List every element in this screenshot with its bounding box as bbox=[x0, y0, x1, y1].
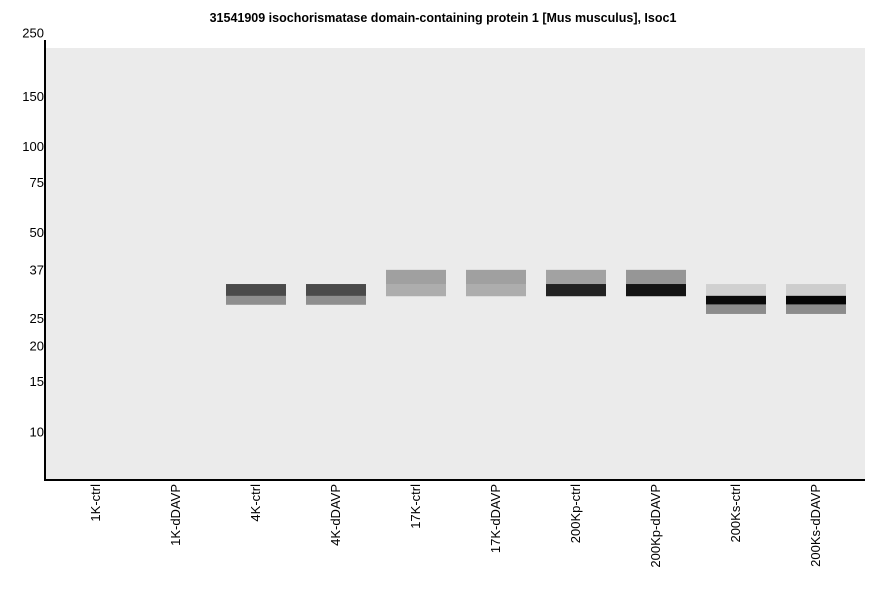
band bbox=[706, 284, 766, 297]
lane-label: 200Kp-dDAVP bbox=[648, 484, 663, 568]
y-tick-label: 50 bbox=[30, 225, 44, 240]
band bbox=[626, 269, 686, 285]
lane-label: 4K-dDAVP bbox=[328, 484, 343, 546]
chart-title: 31541909 isochorismatase domain-containi… bbox=[209, 11, 677, 25]
y-tick-label: 37 bbox=[30, 262, 44, 277]
band bbox=[626, 284, 686, 297]
band bbox=[386, 269, 446, 285]
lane-label: 17K-ctrl bbox=[408, 484, 423, 529]
band bbox=[546, 269, 606, 285]
band bbox=[706, 295, 766, 305]
lane-label: 17K-dDAVP bbox=[488, 484, 503, 553]
lane-label: 200Ks-ctrl bbox=[728, 484, 743, 543]
lane-label: 4K-ctrl bbox=[248, 484, 263, 522]
y-tick-label: 100 bbox=[22, 139, 44, 154]
y-tick-label: 10 bbox=[30, 424, 44, 439]
y-tick-label: 75 bbox=[30, 175, 44, 190]
band bbox=[546, 284, 606, 297]
y-tick-label: 15 bbox=[30, 374, 44, 389]
y-tick-label: 20 bbox=[30, 339, 44, 354]
band bbox=[706, 304, 766, 314]
lane-label: 200Ks-dDAVP bbox=[808, 484, 823, 567]
band bbox=[786, 295, 846, 305]
lane-label: 1K-dDAVP bbox=[168, 484, 183, 546]
lane-label: 200Kp-ctrl bbox=[568, 484, 583, 543]
band bbox=[466, 284, 526, 297]
band bbox=[306, 295, 366, 305]
band bbox=[386, 284, 446, 297]
plot-background bbox=[46, 48, 865, 480]
y-tick-label: 250 bbox=[22, 26, 44, 41]
band bbox=[306, 284, 366, 297]
band bbox=[226, 284, 286, 297]
y-tick-label: 25 bbox=[30, 311, 44, 326]
lane-label: 1K-ctrl bbox=[88, 484, 103, 522]
y-tick-label: 150 bbox=[22, 89, 44, 104]
band bbox=[466, 269, 526, 285]
band bbox=[786, 304, 846, 314]
band bbox=[226, 295, 286, 305]
band bbox=[786, 284, 846, 297]
